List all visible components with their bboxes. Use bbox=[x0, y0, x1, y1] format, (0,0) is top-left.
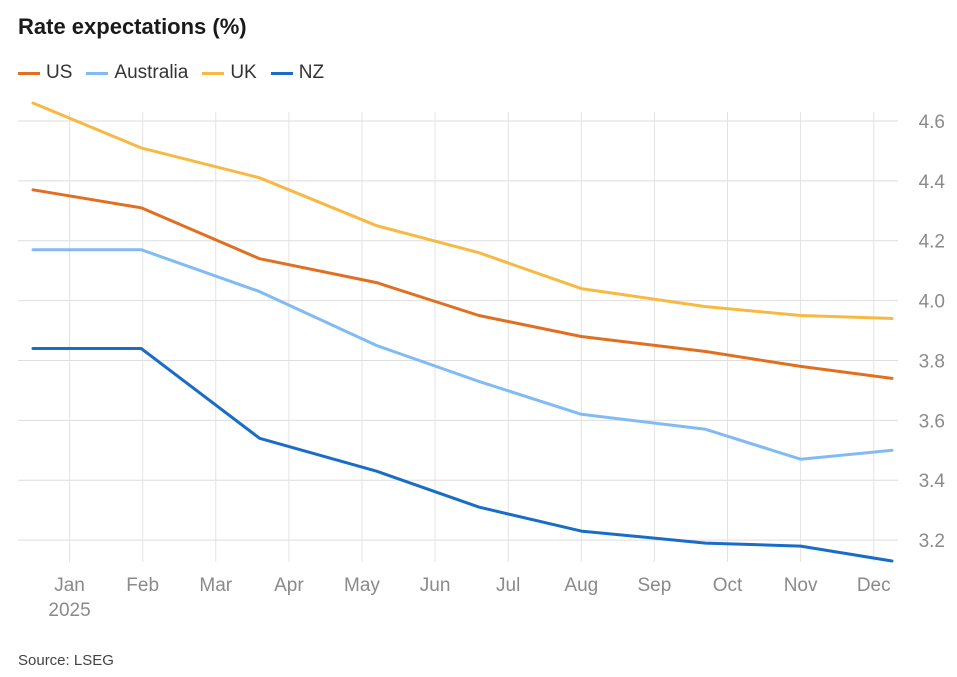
legend-label-nz: NZ bbox=[298, 62, 325, 83]
source-note: Source: LSEG bbox=[18, 652, 114, 669]
grid bbox=[18, 112, 898, 562]
y-tick-label: 3.8 bbox=[919, 351, 945, 372]
legend-label-us: US bbox=[46, 62, 73, 83]
series-lines bbox=[31, 101, 894, 563]
series-line-uk bbox=[31, 101, 894, 320]
y-tick-label: 3.2 bbox=[919, 531, 945, 552]
legend-item-uk: UK bbox=[202, 62, 257, 84]
legend-item-australia: Australia bbox=[86, 62, 188, 84]
x-tick-label: Jan bbox=[54, 575, 85, 596]
series-line-nz bbox=[31, 347, 894, 563]
series-line-us bbox=[31, 188, 894, 380]
x-tick-label: Apr bbox=[274, 575, 304, 596]
legend-swatch-australia bbox=[86, 71, 109, 75]
legend-label-australia: Australia bbox=[114, 62, 189, 83]
y-tick-label: 3.6 bbox=[919, 411, 945, 432]
x-tick-label: Feb bbox=[126, 575, 159, 596]
legend-swatch-us bbox=[18, 71, 40, 75]
chart-title: Rate expectations (%) bbox=[18, 14, 247, 39]
x-tick-label: Jul bbox=[496, 575, 520, 596]
series-line-australia bbox=[31, 248, 894, 461]
x-tick-label: Jun bbox=[420, 575, 451, 596]
legend-label-uk: UK bbox=[230, 62, 257, 83]
x-tick-label: May bbox=[344, 575, 380, 596]
y-tick-label: 4.0 bbox=[919, 292, 945, 313]
x-tick-label: Sep bbox=[637, 575, 671, 596]
legend-item-nz: NZ bbox=[270, 62, 325, 84]
x-tick-label: Aug bbox=[564, 575, 598, 596]
x-tick-label: Mar bbox=[199, 575, 232, 596]
x-tick-label: Oct bbox=[713, 575, 743, 596]
x-year-label: 2025 bbox=[48, 600, 90, 621]
legend-swatch-nz bbox=[270, 71, 293, 75]
x-tick-label: Nov bbox=[784, 575, 818, 596]
y-tick-label: 4.6 bbox=[919, 112, 945, 133]
x-tick-label: Dec bbox=[857, 575, 891, 596]
axis-labels: 3.2 3.4 3.6 3.8 4.0 4.2 4.4 4.6 Jan Feb Mar Apr May J… bbox=[48, 112, 945, 621]
y-tick-label: 4.4 bbox=[919, 172, 946, 193]
legend: US Australia UK NZ bbox=[18, 62, 338, 84]
y-tick-label: 4.2 bbox=[919, 232, 945, 253]
y-tick-label: 3.4 bbox=[919, 471, 946, 492]
legend-item-us: US bbox=[18, 62, 72, 84]
legend-swatch-uk bbox=[202, 71, 225, 75]
